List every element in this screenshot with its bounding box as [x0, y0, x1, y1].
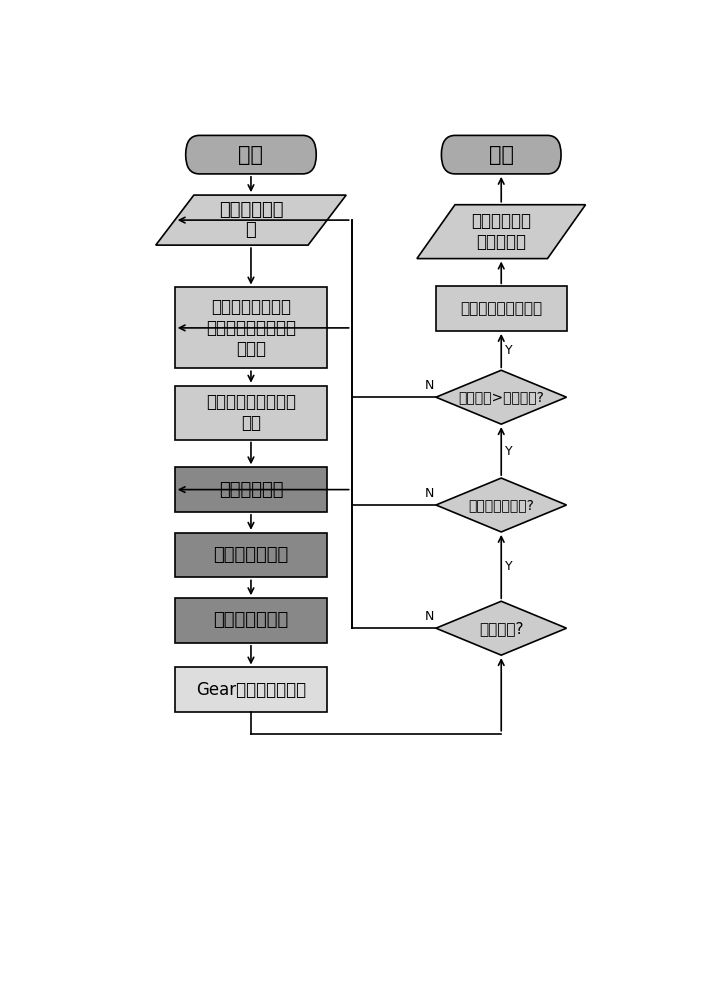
Text: 读取热管（几何参
数、工质、结构、吸
液芯）: 读取热管（几何参 数、工质、结构、吸 液芯）: [206, 298, 296, 358]
Polygon shape: [436, 370, 567, 424]
Text: 管壁传热计算: 管壁传热计算: [219, 481, 283, 499]
Text: 结束: 结束: [489, 145, 514, 165]
Text: 划分控制体，变量初
始化: 划分控制体，变量初 始化: [206, 393, 296, 432]
Text: 计算收敛?: 计算收敛?: [479, 621, 524, 636]
FancyBboxPatch shape: [442, 135, 561, 174]
Polygon shape: [436, 478, 567, 532]
Text: 读取冷热源边
界: 读取冷热源边 界: [219, 201, 283, 239]
Polygon shape: [417, 205, 585, 259]
Text: 吸液芯传热计算: 吸液芯传热计算: [213, 546, 289, 564]
Bar: [175, 287, 327, 368]
Text: N: N: [425, 610, 434, 623]
Text: Y: Y: [505, 445, 512, 458]
Text: Y: Y: [505, 344, 512, 357]
Polygon shape: [436, 601, 567, 655]
Text: 开始: 开始: [239, 145, 263, 165]
Bar: [175, 467, 327, 512]
Text: 传热极限>设计功率?: 传热极限>设计功率?: [458, 390, 544, 404]
Text: N: N: [425, 487, 434, 500]
Text: Y: Y: [505, 560, 512, 573]
Bar: [175, 598, 327, 643]
Bar: [175, 533, 327, 577]
Polygon shape: [156, 195, 346, 245]
Text: 到达总计算时间?: 到达总计算时间?: [468, 498, 534, 512]
Text: N: N: [425, 379, 434, 392]
Text: Gear算法求解方程组: Gear算法求解方程组: [196, 681, 306, 699]
Text: 关键参数敏感性分析: 关键参数敏感性分析: [461, 301, 542, 316]
Text: 蒸汽腔传热计算: 蒸汽腔传热计算: [213, 611, 289, 630]
FancyBboxPatch shape: [185, 135, 317, 174]
Bar: [436, 286, 567, 331]
Bar: [175, 386, 327, 440]
Text: 输出最优设计
及温度分布: 输出最优设计 及温度分布: [471, 212, 531, 251]
Bar: [175, 667, 327, 712]
